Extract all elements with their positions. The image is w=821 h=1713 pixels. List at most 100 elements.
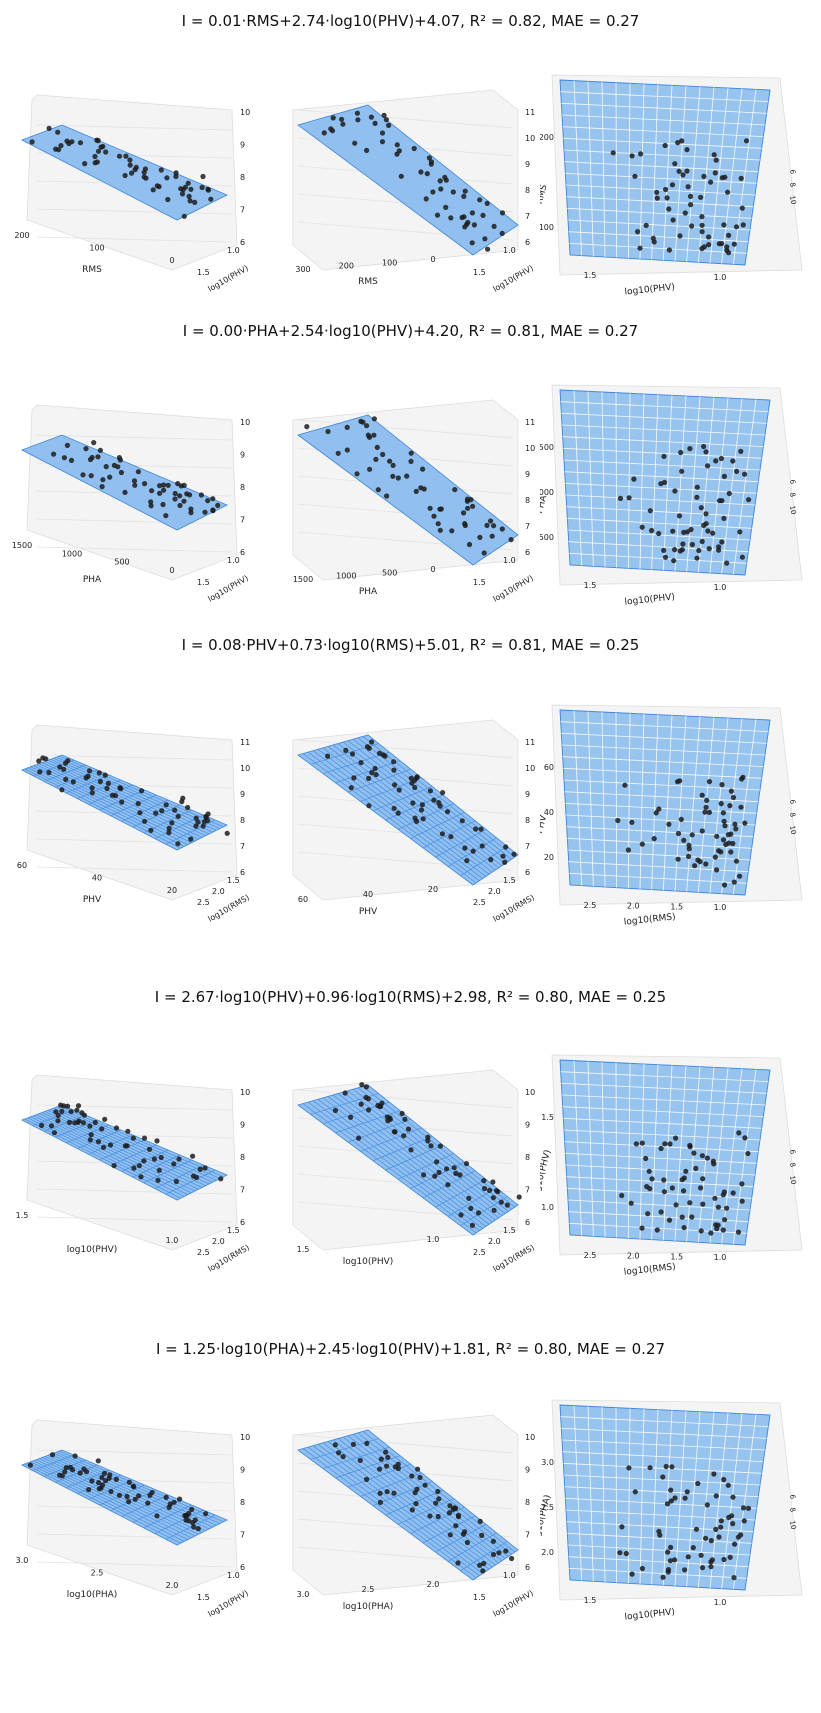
data-point [154, 1513, 160, 1519]
data-point [113, 1476, 119, 1482]
3d-scatter-plot: 10 9 8 7 6 1500 1000 500 0 PHA 1.5 1.0 log10(PHV) [12, 404, 250, 604]
plane-grid-line [121, 799, 169, 822]
x-axis-label: log10(RMS) [623, 912, 676, 927]
data-point [727, 1554, 733, 1560]
plane-grid-line [561, 1094, 766, 1106]
data-point [188, 186, 194, 192]
data-point [681, 1225, 687, 1231]
3d-scatter-plot: 11 10 9 8 7 6 60 40 20 PHV 2.52.01.5 log10(RMS) [17, 724, 251, 924]
data-point [146, 1146, 153, 1152]
data-point [661, 1189, 667, 1195]
data-point [628, 1200, 634, 1206]
data-point [459, 818, 465, 824]
data-point [414, 775, 420, 781]
data-point [701, 443, 707, 450]
data-point [742, 820, 748, 826]
data-point [95, 1458, 101, 1464]
data-point [210, 508, 216, 514]
z-tick-label: 8 [525, 1153, 530, 1162]
data-point [413, 1501, 419, 1507]
data-point [99, 1474, 105, 1481]
data-point [61, 1103, 67, 1109]
x-tick-label: 1.0 [427, 1235, 440, 1244]
data-point [130, 1483, 136, 1489]
data-point [490, 1551, 497, 1558]
plane-grid-line [639, 83, 645, 260]
data-point [165, 196, 171, 203]
grid-line [297, 109, 514, 129]
data-point [458, 1212, 464, 1218]
data-point [638, 151, 644, 157]
plane-grid-line [47, 1455, 210, 1530]
data-point [721, 515, 727, 521]
data-point [708, 1538, 714, 1544]
data-point [675, 140, 681, 146]
figure-title: I = 0.00·PHA+2.54·log10(PHV)+4.20, R² = … [182, 322, 639, 340]
plane-grid-line [662, 1410, 673, 1586]
z-tick-label: 6 [788, 479, 797, 485]
data-point [59, 1108, 65, 1114]
data-point [668, 1498, 674, 1504]
data-point [405, 1126, 412, 1132]
data-point [694, 494, 700, 500]
data-point [325, 428, 331, 435]
data-point [730, 1494, 736, 1500]
data-point [668, 1544, 674, 1550]
data-point [107, 474, 113, 480]
plane-grid-line [385, 1144, 444, 1171]
data-point [491, 1207, 497, 1213]
data-point [46, 769, 52, 776]
data-point [408, 458, 414, 464]
plane-grid-line [567, 837, 752, 849]
plane-grid-line [562, 1106, 764, 1118]
data-point [364, 423, 370, 429]
data-point [186, 193, 192, 199]
z-tick-label: 6 [240, 548, 245, 557]
data-point [703, 511, 709, 517]
x-axis-label: log10(PHV) [67, 1245, 118, 1255]
plane-grid-line [410, 1506, 465, 1534]
data-point [689, 832, 695, 838]
x-axis-label: PHA [359, 587, 378, 597]
x-tick-label: 20 [167, 886, 177, 895]
data-point [417, 1474, 423, 1481]
y-tick-label: 200 [540, 133, 554, 142]
z-tick-label: 9 [525, 470, 530, 479]
y-tick-label: 2.0 [212, 887, 225, 896]
x-axis-label: log10(RMS) [623, 1262, 676, 1277]
data-point [104, 785, 110, 792]
data-point [695, 1480, 701, 1487]
data-point [722, 823, 728, 829]
data-point [654, 1227, 660, 1233]
z-tick-label: 8 [240, 173, 245, 182]
plane-grid-line [639, 1063, 645, 1240]
data-point [704, 1502, 710, 1508]
y-axis-label: log10(PHV) [207, 263, 250, 293]
data-point [724, 244, 730, 250]
plane-grid-line [732, 89, 757, 265]
data-point [683, 1168, 689, 1174]
data-point [179, 191, 186, 197]
z-tick-label: 9 [240, 451, 245, 460]
data-point [202, 1165, 208, 1171]
z-tick-label: 7 [240, 206, 245, 215]
data-point [131, 478, 138, 484]
data-point [679, 138, 685, 144]
data-point [425, 1138, 431, 1144]
plane-grid-line [651, 84, 659, 260]
data-point [438, 506, 444, 512]
plane-grid-line [662, 395, 673, 571]
data-point [698, 1552, 704, 1558]
data-point [142, 481, 148, 487]
data-point [100, 477, 106, 483]
data-point [105, 780, 111, 786]
plane-grid-line [565, 494, 756, 506]
data-point [49, 1452, 56, 1458]
data-point [661, 547, 667, 553]
data-point [177, 502, 183, 509]
data-point [59, 1473, 65, 1479]
plane-grid-line [651, 1064, 659, 1240]
grid-line [297, 739, 514, 759]
data-point [629, 153, 635, 159]
data-point [703, 861, 709, 867]
